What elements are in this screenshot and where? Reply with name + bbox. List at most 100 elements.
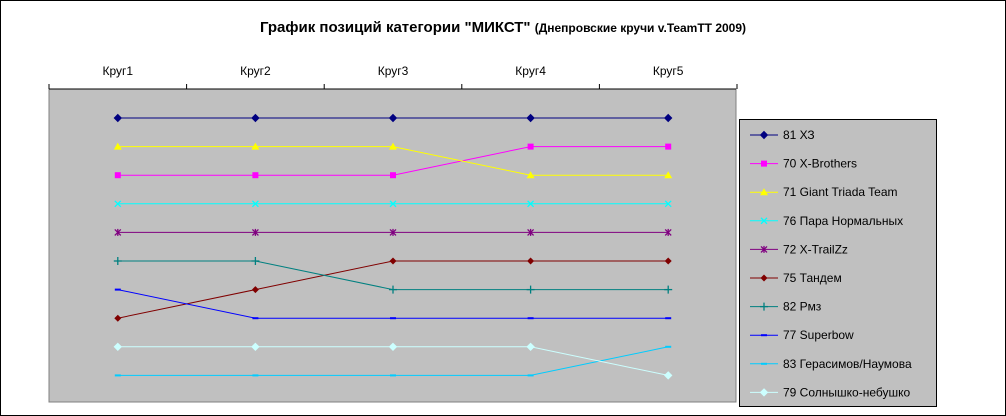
x-tick-label: Круг4 — [515, 64, 546, 78]
data-point — [389, 285, 397, 294]
data-point — [665, 143, 672, 150]
data-point — [390, 317, 396, 320]
data-point — [663, 371, 673, 380]
legend-label: 81 ХЗ — [783, 128, 815, 142]
data-point — [390, 374, 396, 377]
data-point — [113, 342, 123, 352]
data-point — [251, 286, 259, 294]
x-tick-label: Круг3 — [378, 64, 409, 78]
chart-subtitle: (Днепровские кручи v.TeamTT 2009) — [534, 21, 747, 35]
legend-marker — [760, 274, 768, 282]
data-point — [664, 171, 673, 179]
series-6 — [114, 257, 672, 322]
data-point — [526, 285, 535, 294]
data-point — [664, 285, 673, 294]
legend-label: 71 Giant Triada Team — [783, 185, 898, 199]
series-8 — [114, 288, 672, 320]
data-point — [664, 228, 672, 236]
chart-title: График позиций категории "МИКСТ" (Днепро… — [1, 19, 1005, 36]
legend-marker — [759, 388, 769, 397]
data-point — [665, 317, 672, 320]
data-point — [251, 200, 259, 208]
legend-item: 72 X-TrailZz — [750, 242, 848, 256]
data-point — [114, 314, 122, 322]
data-point — [663, 113, 673, 123]
series-3 — [113, 142, 673, 179]
series-5 — [114, 228, 672, 236]
legend-item: 76 Пара Нормальных — [750, 214, 903, 228]
data-point — [389, 200, 397, 208]
data-point — [527, 374, 534, 377]
x-tick-label: Круг5 — [653, 64, 684, 78]
data-point — [252, 317, 259, 320]
legend-label: 75 Тандем — [783, 271, 842, 285]
legend-marker — [761, 160, 767, 167]
x-tick-label: Круг1 — [103, 64, 134, 78]
data-point — [527, 228, 535, 236]
data-point — [527, 257, 535, 265]
legend-label: 83 Герасимов/Наумова — [783, 357, 912, 371]
legend-item: 71 Giant Triada Team — [750, 185, 898, 199]
data-point — [664, 257, 672, 265]
data-point — [526, 342, 535, 352]
data-point — [390, 172, 396, 179]
data-point — [527, 143, 534, 150]
data-point — [251, 228, 259, 236]
data-point — [251, 113, 260, 123]
legend-canvas: 81 ХЗ 70 X-Brothers 71 Giant Triada Team 76… — [750, 128, 912, 399]
data-point — [113, 113, 123, 123]
series-7 — [113, 257, 673, 294]
data-point — [114, 228, 122, 236]
series-1 — [113, 113, 673, 123]
legend-marker — [760, 188, 768, 196]
data-point — [114, 172, 121, 179]
data-point — [388, 342, 398, 352]
data-point — [388, 113, 398, 123]
data-point — [527, 200, 535, 208]
legend-marker — [760, 217, 768, 225]
data-point — [252, 374, 259, 377]
legend-item: 81 ХЗ — [750, 128, 815, 142]
data-point — [251, 257, 260, 265]
data-point — [389, 142, 397, 150]
series-2 — [114, 143, 672, 179]
data-point — [251, 342, 260, 352]
data-point — [526, 113, 535, 123]
data-point — [113, 257, 122, 265]
series-4 — [114, 200, 672, 208]
legend-marker — [761, 334, 767, 337]
legend-item: 82 Рмз — [750, 300, 822, 314]
legend-label: 79 Солнышко-небушко — [783, 385, 910, 399]
legend-item: 75 Тандем — [750, 271, 842, 285]
legend-marker — [760, 302, 768, 311]
data-point — [389, 257, 397, 265]
data-point — [389, 228, 397, 236]
chart-title-main: График позиций категории "МИКСТ" — [259, 19, 531, 36]
legend-marker — [759, 130, 769, 140]
data-point — [664, 200, 672, 208]
data-point — [114, 288, 121, 291]
legend-label: 72 X-TrailZz — [783, 242, 848, 256]
data-point — [114, 374, 121, 377]
legend-label: 77 Superbow — [783, 328, 854, 342]
legend-item: 79 Солнышко-небушко — [750, 385, 910, 399]
legend: 81 ХЗ 70 X-Brothers 71 Giant Triada Team 76… — [739, 119, 937, 407]
x-tick-label: Круг2 — [240, 64, 271, 78]
data-point — [113, 142, 122, 150]
data-point — [251, 142, 260, 150]
legend-item: 70 X-Brothers — [750, 157, 857, 171]
plot-area — [48, 88, 737, 403]
legend-item: 77 Superbow — [750, 328, 854, 342]
legend-marker — [761, 362, 767, 365]
series-10 — [113, 342, 673, 380]
series-9 — [114, 345, 672, 377]
data-point — [252, 172, 259, 179]
legend-label: 82 Рмз — [783, 300, 822, 314]
data-point — [526, 171, 535, 179]
legend-item: 83 Герасимов/Наумова — [750, 357, 912, 371]
data-point — [114, 200, 122, 208]
data-point — [527, 317, 534, 320]
data-point — [665, 345, 672, 348]
